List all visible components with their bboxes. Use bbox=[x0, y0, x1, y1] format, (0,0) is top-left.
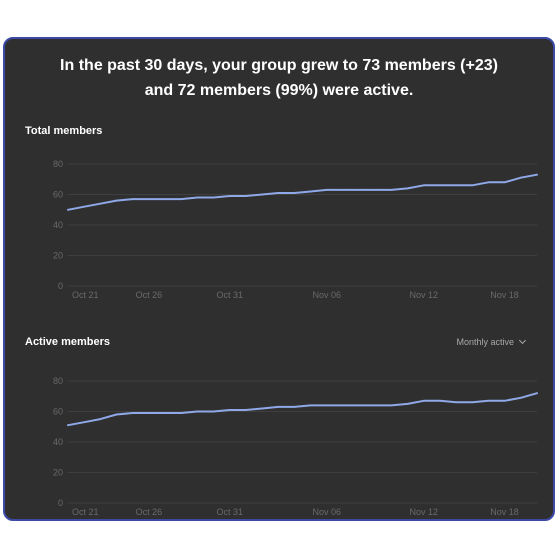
y-tick-label: 20 bbox=[53, 251, 63, 261]
data-point bbox=[277, 406, 280, 408]
growth-summary-headline: In the past 30 days, your group grew to … bbox=[5, 53, 553, 103]
data-point bbox=[487, 400, 490, 402]
data-point bbox=[115, 199, 118, 202]
data-point bbox=[180, 412, 182, 414]
data-point bbox=[455, 184, 457, 187]
series-line bbox=[67, 173, 538, 211]
total-members-chart: 0 20 40 60 80 Oct 21 Oct 26 Oct 31 Nov 06 Nov 12 N… bbox=[53, 159, 538, 300]
data-point bbox=[261, 407, 263, 410]
x-tick-label: Oct 31 bbox=[216, 290, 243, 300]
data-point bbox=[164, 412, 166, 414]
data-point bbox=[228, 409, 231, 411]
y-tick-label: 60 bbox=[53, 407, 63, 417]
data-point bbox=[180, 198, 182, 200]
data-point bbox=[212, 410, 215, 413]
x-tick-label: Nov 12 bbox=[410, 507, 439, 517]
x-tick-label: Oct 26 bbox=[136, 290, 163, 300]
data-point bbox=[261, 193, 263, 196]
headline-line-1: In the past 30 days, your group grew to … bbox=[60, 57, 498, 74]
data-point bbox=[131, 198, 134, 200]
data-point bbox=[196, 196, 199, 199]
data-point bbox=[83, 421, 85, 423]
data-point bbox=[374, 189, 377, 191]
y-tick-label: 40 bbox=[53, 437, 63, 447]
data-point bbox=[536, 173, 538, 176]
data-point bbox=[115, 413, 118, 416]
x-tick-label: Oct 21 bbox=[72, 507, 99, 517]
data-point bbox=[342, 404, 344, 407]
y-tick-label: 60 bbox=[53, 190, 63, 200]
y-tick-label: 80 bbox=[53, 159, 63, 169]
data-point bbox=[67, 209, 69, 211]
active-members-chart: 0 20 40 60 80 Oct 21 Oct 26 Oct 31 Nov 06 Nov 12 N… bbox=[53, 376, 538, 517]
data-point bbox=[374, 404, 377, 407]
data-point bbox=[487, 181, 490, 184]
data-point bbox=[148, 412, 150, 414]
data-point bbox=[164, 198, 166, 200]
data-point bbox=[390, 189, 393, 191]
data-point bbox=[196, 410, 199, 413]
data-point bbox=[228, 195, 231, 197]
y-tick-label: 0 bbox=[58, 498, 63, 508]
data-point bbox=[99, 202, 102, 205]
data-point bbox=[212, 196, 215, 199]
data-point bbox=[471, 184, 474, 187]
data-point bbox=[390, 404, 393, 407]
data-point bbox=[423, 400, 425, 402]
data-point bbox=[471, 401, 474, 404]
data-point bbox=[423, 184, 425, 187]
data-point bbox=[293, 406, 296, 408]
series-line bbox=[67, 392, 538, 427]
data-point bbox=[406, 403, 409, 405]
metric-select-label: Monthly active bbox=[456, 337, 514, 347]
metric-select-dropdown[interactable]: Monthly active bbox=[456, 336, 527, 347]
data-point bbox=[277, 192, 280, 194]
data-point bbox=[439, 400, 441, 402]
y-tick-label: 80 bbox=[53, 376, 63, 386]
x-tick-label: Oct 31 bbox=[216, 507, 243, 517]
group-growth-card: In the past 30 days, your group grew to … bbox=[3, 37, 555, 521]
data-point bbox=[131, 412, 134, 414]
x-tick-label: Nov 06 bbox=[312, 290, 341, 300]
data-point bbox=[99, 418, 102, 420]
data-point bbox=[83, 205, 85, 208]
data-point bbox=[342, 189, 344, 191]
x-tick-label: Oct 21 bbox=[72, 290, 99, 300]
data-point bbox=[520, 176, 522, 179]
y-tick-label: 0 bbox=[58, 281, 63, 291]
data-point bbox=[245, 195, 247, 197]
data-point bbox=[148, 198, 150, 200]
chevron-down-icon bbox=[518, 336, 527, 345]
data-point bbox=[293, 192, 296, 194]
data-point bbox=[406, 187, 409, 190]
data-point bbox=[309, 190, 312, 193]
data-point bbox=[326, 189, 328, 191]
data-point bbox=[358, 404, 360, 407]
data-point bbox=[503, 181, 506, 184]
y-tick-label: 40 bbox=[53, 220, 63, 230]
data-point bbox=[439, 184, 441, 187]
x-tick-label: Nov 18 bbox=[490, 507, 519, 517]
x-tick-label: Nov 18 bbox=[490, 290, 519, 300]
data-point bbox=[309, 404, 312, 407]
data-point bbox=[245, 409, 247, 411]
x-tick-label: Nov 06 bbox=[312, 507, 341, 517]
x-tick-label: Oct 26 bbox=[136, 507, 163, 517]
y-tick-label: 20 bbox=[53, 468, 63, 478]
data-point bbox=[536, 392, 538, 394]
data-point bbox=[358, 189, 360, 191]
x-tick-label: Nov 12 bbox=[410, 290, 439, 300]
total-members-title: Total members bbox=[25, 125, 103, 137]
data-point bbox=[455, 401, 457, 404]
data-point bbox=[67, 424, 69, 426]
headline-line-2: and 72 members (99%) were active. bbox=[144, 82, 414, 99]
data-point bbox=[326, 404, 328, 407]
active-members-title: Active members bbox=[25, 336, 110, 348]
data-point bbox=[503, 400, 506, 402]
data-point bbox=[520, 397, 522, 399]
